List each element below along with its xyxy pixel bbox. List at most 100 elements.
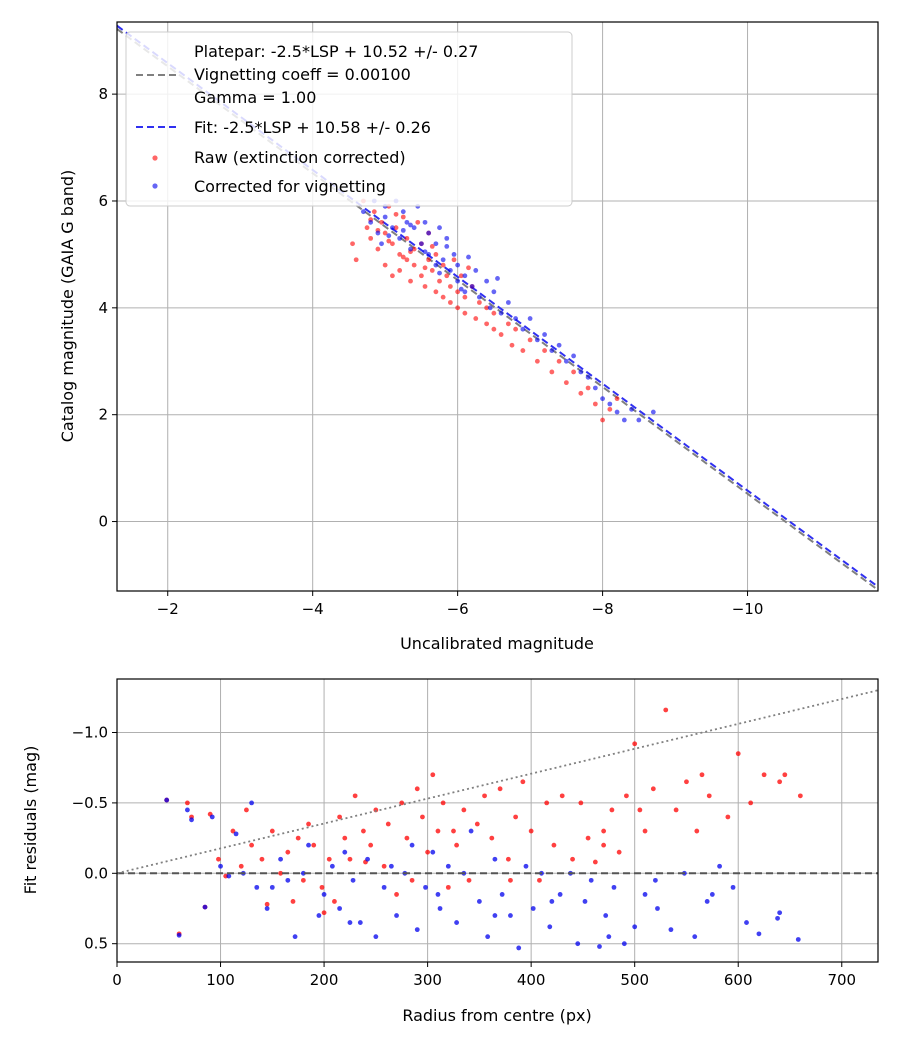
top-x-axis-label: Uncalibrated magnitude: [400, 634, 594, 653]
bottom-point-corrected: [350, 877, 356, 883]
top-point-corrected: [368, 219, 374, 225]
top-point-corrected: [451, 252, 457, 257]
top-x-ticks: −2 −4 −6 −8 −10: [157, 591, 763, 618]
bottom-point-corrected: [269, 884, 275, 890]
bottom-point-raw: [430, 772, 436, 778]
top-point-corrected: [621, 417, 627, 423]
bottom-point-raw: [520, 779, 526, 785]
bottom-point-corrected: [652, 877, 658, 883]
top-point-corrected: [498, 310, 504, 316]
top-point-raw: [422, 284, 428, 289]
top-y-axis-label: Catalog magnitude (GAIA G band): [58, 170, 77, 442]
bottom-point-raw: [185, 800, 190, 806]
top-point-raw: [614, 396, 620, 402]
top-point-raw: [462, 294, 468, 300]
top-point-corrected: [636, 417, 642, 423]
top-point-raw: [379, 219, 384, 225]
bottom-point-raw: [295, 835, 301, 841]
bottom-point-raw: [616, 849, 622, 855]
top-point-raw: [473, 316, 479, 321]
bottom-point-corrected: [249, 800, 254, 806]
bottom-point-raw: [489, 835, 495, 841]
top-point-corrected: [375, 230, 381, 236]
top-point-raw: [578, 390, 584, 396]
legend-corrected-text: Corrected for vignetting: [194, 177, 386, 196]
bottom-point-corrected: [549, 899, 555, 904]
top-point-raw: [600, 417, 605, 423]
top-point-raw: [556, 358, 562, 364]
top-point-corrected: [476, 294, 482, 300]
legend-platepar-text: Platepar: -2.5*LSP + 10.52 +/- 0.27: [194, 42, 478, 61]
bottom-point-corrected: [557, 892, 563, 897]
bottom-point-corrected: [357, 920, 363, 925]
top-point-raw: [411, 246, 417, 252]
bottom-point-raw: [528, 828, 534, 834]
bottom-plot-frame: [116, 678, 879, 963]
bottom-x-ticks: 0 100 200 300 400 500 600 700: [112, 962, 856, 989]
top-point-corrected: [527, 316, 533, 321]
top-point-raw: [484, 305, 490, 311]
bottom-point-raw: [782, 772, 788, 778]
bottom-point-raw: [326, 856, 332, 862]
top-point-raw: [444, 273, 450, 279]
top-point-raw: [520, 348, 526, 353]
bottom-point-corrected: [454, 920, 460, 925]
top-point-corrected: [444, 243, 450, 249]
bottom-point-raw: [735, 751, 741, 757]
legend-blue-dot-icon: [152, 183, 158, 189]
top-point-raw: [397, 252, 403, 257]
bottom-point-raw: [435, 828, 441, 834]
bottom-point-raw: [592, 859, 598, 865]
legend: Platepar: -2.5*LSP + 10.52 +/- 0.27 Vign…: [125, 31, 573, 207]
top-point-raw: [368, 235, 374, 241]
bottom-point-corrected: [492, 856, 498, 862]
top-point-corrected: [484, 278, 490, 284]
bottom-point-raw: [474, 821, 480, 827]
top-point-corrected: [629, 406, 634, 412]
bottom-point-raw: [244, 807, 249, 813]
bottom-point-corrected: [300, 870, 306, 876]
top-point-raw: [390, 273, 395, 279]
bottom-y-tick-label: −1.0: [72, 724, 108, 742]
top-point-raw: [466, 265, 471, 271]
top-point-corrected: [455, 262, 461, 268]
bottom-point-corrected: [588, 877, 594, 883]
bottom-point-corrected: [704, 899, 710, 904]
bottom-y-tick-label: 0.5: [84, 935, 108, 953]
top-point-raw: [534, 358, 540, 364]
top-point-raw: [433, 252, 439, 257]
top-point-corrected: [419, 241, 424, 247]
bottom-point-corrected: [508, 913, 513, 918]
top-point-corrected: [426, 230, 432, 236]
top-point-raw: [505, 321, 511, 327]
bottom-point-corrected: [492, 913, 498, 918]
top-point-raw: [476, 300, 482, 305]
top-point-corrected: [433, 262, 439, 268]
bottom-point-corrected: [476, 899, 482, 904]
top-point-raw: [393, 225, 399, 231]
bottom-point-corrected: [621, 941, 627, 947]
top-point-raw: [386, 238, 392, 244]
bottom-point-raw: [466, 877, 472, 883]
bottom-point-corrected: [485, 934, 491, 940]
top-point-raw: [382, 262, 388, 268]
bottom-point-corrected: [777, 910, 783, 916]
bottom-point-corrected: [423, 884, 428, 890]
top-point-corrected: [462, 289, 468, 295]
top-point-raw: [491, 310, 497, 316]
bottom-x-tick-label: 0: [112, 971, 122, 989]
bottom-point-raw: [368, 842, 374, 848]
bottom-point-raw: [306, 821, 311, 827]
bottom-point-corrected: [547, 924, 553, 930]
bottom-point-corrected: [692, 934, 698, 940]
top-point-corrected: [578, 369, 584, 375]
bottom-point-corrected: [306, 842, 311, 848]
bottom-x-tick-label: 200: [310, 971, 339, 989]
bottom-point-corrected: [606, 934, 612, 940]
bottom-point-corrected: [499, 892, 505, 897]
top-plot-frame: [116, 21, 879, 592]
top-point-corrected: [466, 254, 471, 260]
bottom-point-corrected: [254, 884, 260, 890]
bottom-point-corrected: [209, 814, 215, 820]
top-point-corrected: [408, 246, 413, 252]
